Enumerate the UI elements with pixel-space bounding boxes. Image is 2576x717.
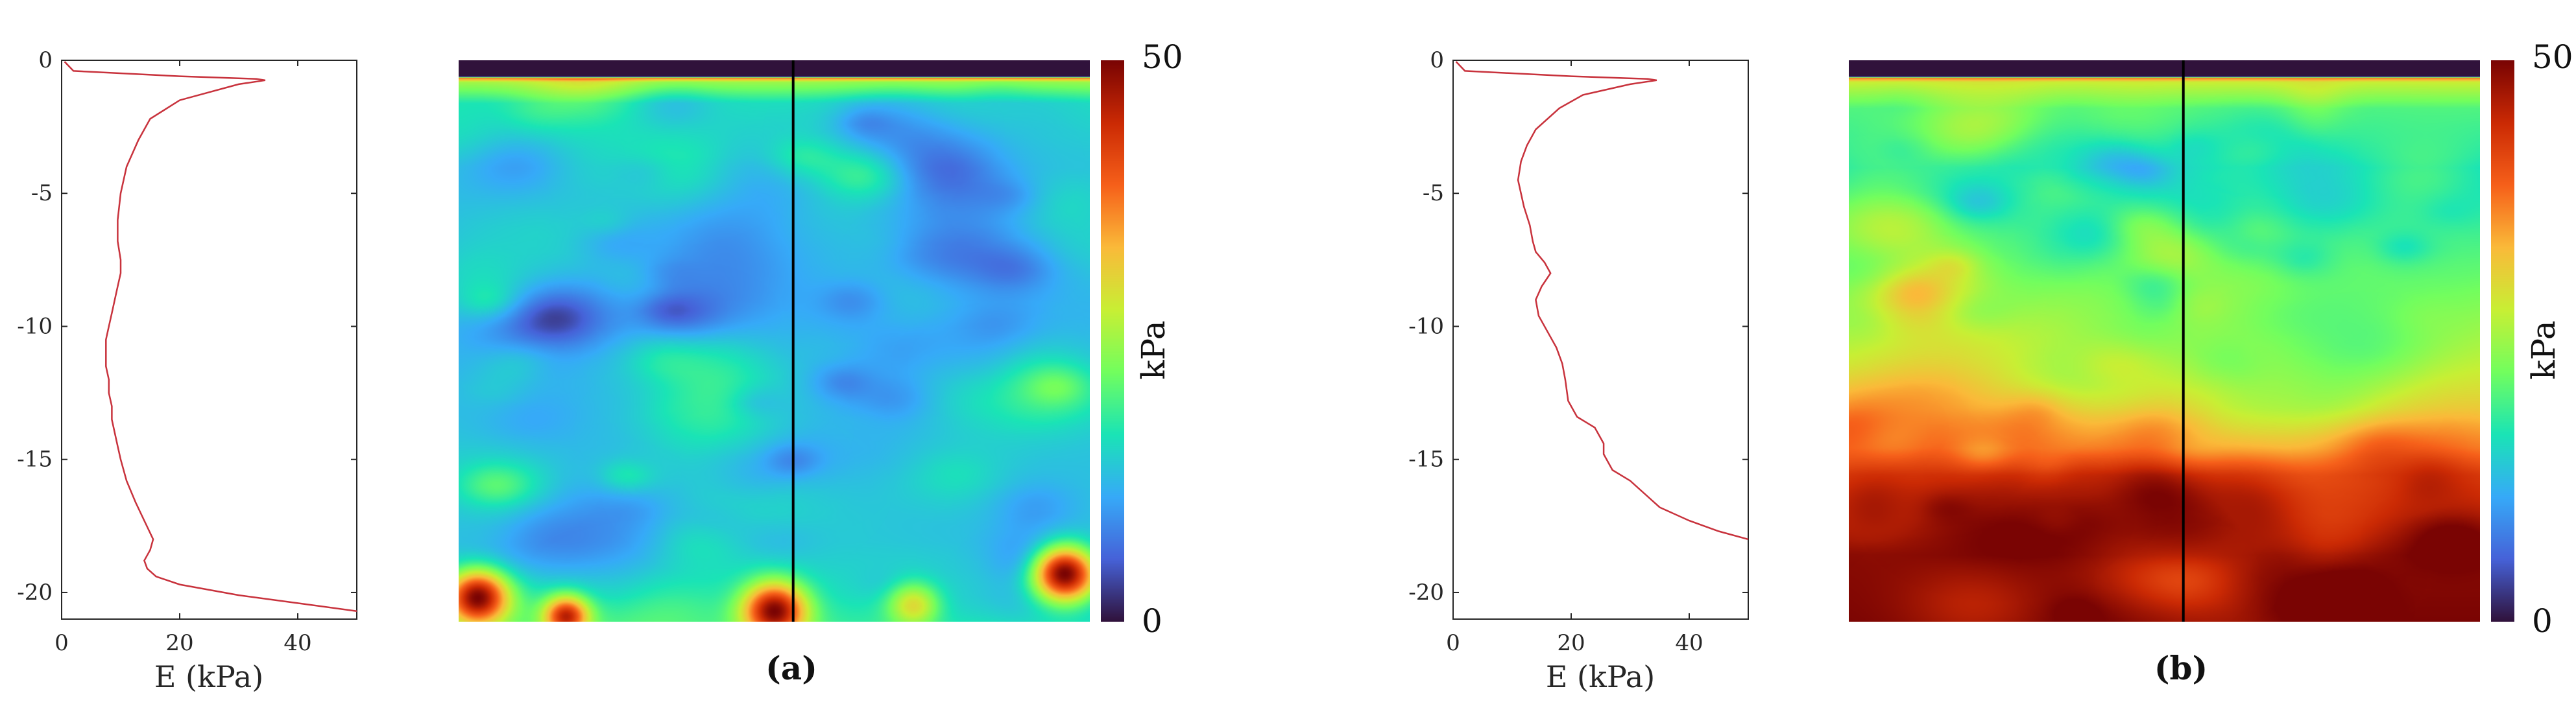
profile-a-xtick-label: 20 <box>165 630 193 656</box>
caption-a: (a) <box>765 649 817 687</box>
profile-a-ytick-label: -5 <box>31 180 53 206</box>
profile-a-ytick-label: -20 <box>17 580 53 605</box>
colorbar-b-canvas <box>2491 60 2514 622</box>
profile-b-ytick-label: -20 <box>1408 580 1444 605</box>
panel-a: 0-5-10-15-200 20 40 E (kPa) 50 0 kPa (a) <box>17 38 1183 694</box>
profile-a-ytick-label: -10 <box>17 313 53 339</box>
profile-b-xlabel: E (kPa) <box>1546 659 1655 694</box>
profile-b-ytick-label: -15 <box>1408 447 1444 473</box>
profile-b-axes-frame <box>1452 60 1749 620</box>
heatmap-a <box>459 60 1090 622</box>
colorbar-a-max-label: 50 <box>1142 38 1183 76</box>
colorbar-a-canvas <box>1101 60 1124 622</box>
profile-b-xtick-label: 20 <box>1557 630 1585 656</box>
profile-b-line <box>1455 61 1749 541</box>
profile-b-ytick-label: -5 <box>1423 180 1444 206</box>
colorbar-b-label: kPa <box>2525 320 2562 380</box>
colorbar-b-max-label: 50 <box>2532 38 2573 76</box>
colorbar-b: 50 0 kPa <box>2491 38 2573 640</box>
profile-plot-b: 0-5-10-15-200 20 40 E (kPa) <box>1408 47 1749 694</box>
heatmap-a-canvas <box>459 60 1090 622</box>
colorbar-b-min-label: 0 <box>2532 602 2553 640</box>
profile-b-ytick-label: -10 <box>1408 313 1444 339</box>
heatmap-b <box>1849 60 2480 622</box>
heatmap-b-canvas <box>1849 60 2480 622</box>
profile-b-xtick-label: 40 <box>1675 630 1703 656</box>
profile-b-xtick-label: 0 <box>1446 630 1460 656</box>
profile-b-ytick-label: 0 <box>1430 47 1444 73</box>
profile-a-xtick-label: 0 <box>54 630 69 656</box>
colorbar-a-min-label: 0 <box>1142 602 1162 640</box>
colorbar-a: 50 0 kPa <box>1101 38 1183 640</box>
profile-a-xtick-label: 40 <box>283 630 311 656</box>
profile-a-ytick-label: 0 <box>38 47 53 73</box>
profile-a-line <box>64 61 357 612</box>
profile-a-ytick-label: -15 <box>17 447 53 473</box>
profile-a-axes-frame <box>61 60 357 620</box>
colorbar-a-label: kPa <box>1135 320 1172 380</box>
profile-a-xlabel: E (kPa) <box>154 659 263 694</box>
caption-b: (b) <box>2154 649 2208 687</box>
profile-plot-a: 0-5-10-15-200 20 40 E (kPa) <box>17 47 357 694</box>
panel-b: 0-5-10-15-200 20 40 E (kPa) 50 0 kPa (b) <box>1408 38 2573 694</box>
